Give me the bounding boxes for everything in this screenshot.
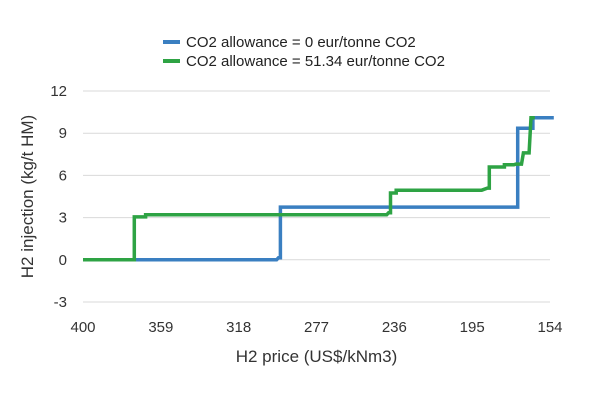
legend-entry: CO2 allowance = 0 eur/tonne CO2 [186,34,416,51]
x-tick-label: 154 [537,319,562,336]
x-tick-label: 236 [382,319,407,336]
legend-entry: CO2 allowance = 51.34 eur/tonne CO2 [186,53,445,70]
legend: CO2 allowance = 0 eur/tonne CO2 CO2 allow… [163,34,445,70]
series-line-2 [83,115,535,262]
x-tick-label: 318 [226,319,251,336]
x-tick-label: 277 [304,319,329,336]
x-tick-label: 359 [148,319,173,336]
x-tick-labels: 400 359 318 277 236 195 154 [70,319,562,336]
y-axis-title: H2 injection (kg/t HM) [18,115,37,278]
series-line-1 [83,115,554,262]
y-tick-label: 0 [59,252,67,269]
y-tick-labels: -3 0 3 6 9 12 [50,83,67,311]
x-axis-title: H2 price (US$/kNm3) [236,347,398,366]
y-tick-label: 9 [59,125,67,142]
series-lines [83,115,554,262]
gridlines [83,90,550,303]
y-tick-label: -3 [54,294,67,311]
y-tick-label: 6 [59,167,67,184]
x-tick-label: 400 [70,319,95,336]
x-tick-label: 195 [460,319,485,336]
y-tick-label: 3 [59,210,67,227]
y-tick-label: 12 [50,83,67,100]
